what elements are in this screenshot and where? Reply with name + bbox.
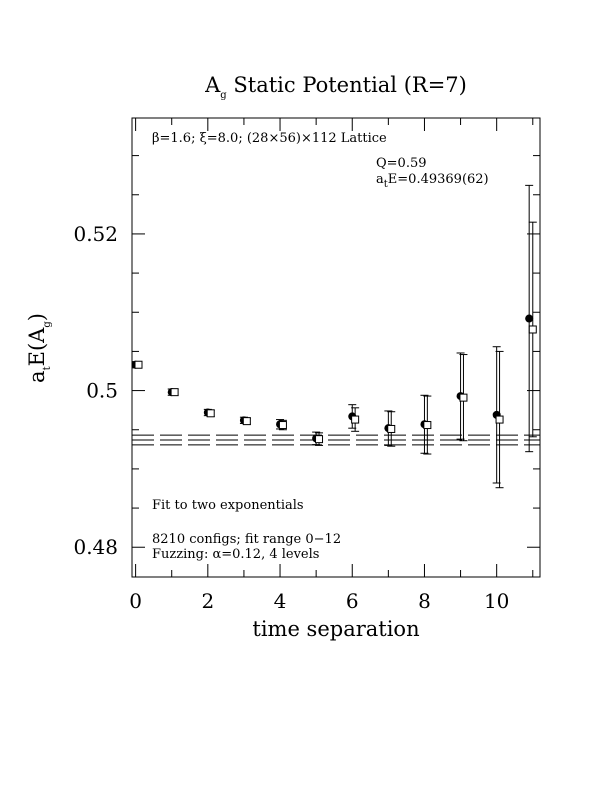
x-tick-label: 4 <box>274 589 287 613</box>
chart-title: Ag Static Potential (R=7) <box>204 73 467 101</box>
y-tick-label: 0.48 <box>73 535 118 559</box>
x-tick-label: 2 <box>201 589 214 613</box>
data-point-square <box>528 325 537 334</box>
plot-frame <box>131 117 541 578</box>
y-tick-label: 0.5 <box>86 379 118 403</box>
data-point-square <box>351 415 360 424</box>
data-point-square <box>495 415 504 424</box>
configs-annotation: 8210 configs; fit range 0−12 <box>152 532 341 547</box>
data-point-square <box>315 435 324 444</box>
data-point-square <box>206 409 215 418</box>
x-axis-label: time separation <box>252 617 419 641</box>
y-axis-label: atE(Ag) <box>25 313 53 383</box>
axes <box>131 117 541 578</box>
x-tick-label: 6 <box>346 589 359 613</box>
lattice-annotation: β=1.6; ξ=8.0; (28×56)×112 Lattice <box>152 131 387 146</box>
data-point-square <box>134 360 143 369</box>
fit-band <box>132 434 540 446</box>
data-point-square <box>423 421 432 430</box>
data-point-square <box>459 393 468 402</box>
data-point-square <box>278 421 287 430</box>
x-tick-label: 8 <box>418 589 431 613</box>
fuzzing-annotation: Fuzzing: α=0.12, 4 levels <box>152 547 319 562</box>
fit-annotation: Fit to two exponentials <box>152 498 304 513</box>
energy-annotation: atE=0.49369(62) <box>376 172 489 190</box>
data-point-square <box>387 424 396 433</box>
ticks: 0 2 4 6 8 10 0.48 0.5 0.52 <box>73 118 540 613</box>
y-tick-label: 0.52 <box>73 222 118 246</box>
data-point-circle <box>525 314 534 323</box>
data-point-square <box>242 417 251 426</box>
x-tick-label: 0 <box>129 589 142 613</box>
data-point-square <box>170 388 179 397</box>
x-tick-label: 10 <box>484 589 509 613</box>
q-annotation: Q=0.59 <box>376 156 427 171</box>
data-marks <box>131 184 537 489</box>
